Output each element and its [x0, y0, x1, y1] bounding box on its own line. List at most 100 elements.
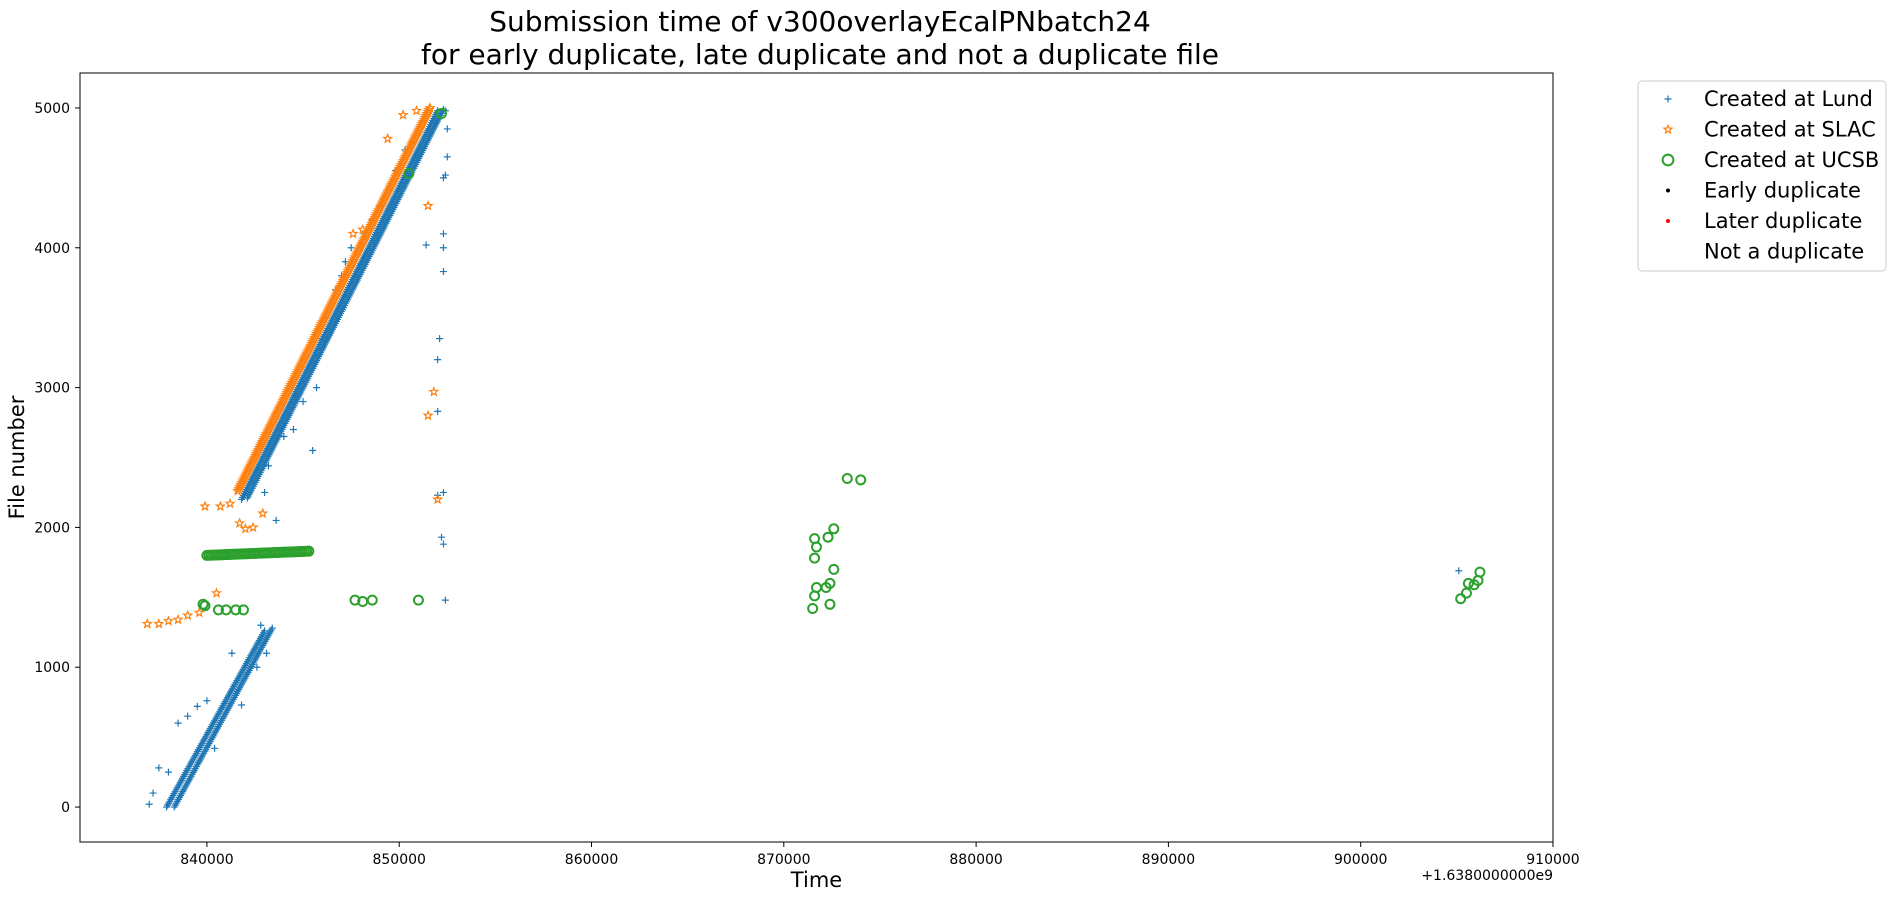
data-point-plus — [439, 268, 447, 276]
data-point-circle — [1455, 593, 1467, 605]
data-point-plus — [193, 702, 201, 710]
data-point-plus — [155, 764, 163, 772]
data-point-circle — [412, 594, 424, 606]
data-point-plus — [439, 488, 447, 496]
data-point-star — [193, 606, 205, 618]
data-point-star — [428, 385, 440, 397]
data-point-circle — [828, 523, 840, 535]
data-point-star — [410, 104, 423, 116]
data-point-star — [210, 587, 223, 598]
data-point-plus — [436, 335, 444, 343]
data-point-plus — [422, 241, 430, 249]
data-point-plus — [261, 627, 269, 635]
y-tick-label: 0 — [61, 800, 70, 816]
chart-subtitle: for early duplicate, late duplicate and … — [421, 38, 1219, 71]
data-point-plus — [347, 244, 355, 252]
data-point-plus — [313, 384, 321, 392]
data-point-plus — [149, 789, 157, 797]
data-point-plus — [289, 426, 297, 434]
data-point-star — [182, 609, 194, 621]
data-point-circle — [212, 604, 224, 616]
data-point-plus — [434, 407, 442, 415]
legend-label: Early duplicate — [1704, 179, 1861, 203]
data-point-circle — [828, 563, 840, 575]
data-point-plus — [263, 649, 271, 657]
data-point-plus — [441, 596, 449, 604]
data-point-plus — [272, 516, 280, 524]
data-point-circle — [403, 168, 415, 180]
data-point-star — [397, 108, 409, 120]
data-point-star — [224, 497, 236, 509]
data-point-star — [239, 522, 252, 534]
data-point-plus — [280, 433, 288, 441]
data-point-plus — [238, 701, 246, 709]
legend-item: Created at Lund — [1664, 87, 1873, 111]
data-point-circle — [199, 600, 211, 612]
data-point-star — [247, 521, 259, 533]
data-point-circle — [822, 531, 834, 543]
data-point-circle — [436, 108, 448, 120]
data-point-plus — [443, 153, 451, 161]
data-point-plus — [438, 533, 446, 541]
series-created-at-ucsb — [197, 108, 1486, 616]
data-point-star — [422, 409, 434, 421]
data-point-star — [1662, 123, 1674, 135]
y-tick-label: 3000 — [34, 381, 70, 397]
data-point-star — [347, 227, 359, 239]
data-point-circle — [303, 545, 315, 557]
data-point-circle — [809, 533, 821, 545]
data-point-plus — [318, 335, 326, 343]
x-tick-label: 850000 — [372, 852, 425, 868]
data-point-plus — [439, 244, 447, 252]
data-point-circle — [237, 604, 249, 616]
data-point-plus — [164, 768, 172, 776]
x-tick-label: 860000 — [565, 852, 618, 868]
data-point-plus — [174, 719, 182, 727]
data-point-plus — [264, 462, 272, 470]
legend-label: Later duplicate — [1704, 209, 1862, 233]
data-point-circle — [230, 604, 242, 616]
legend-item: Created at UCSB — [1661, 148, 1879, 172]
data-point-star — [382, 132, 394, 144]
x-tick-label: 880000 — [949, 852, 1002, 868]
data-point-star — [153, 618, 165, 629]
plot-frame — [79, 72, 1554, 843]
data-point-plus — [261, 488, 269, 496]
data-point-plus — [257, 621, 265, 629]
legend-label: Created at Lund — [1704, 87, 1873, 111]
chart-title: Submission time of v300overlayEcalPNbatc… — [489, 5, 1151, 38]
x-tick-label: 890000 — [1142, 852, 1195, 868]
data-point-plus — [309, 447, 317, 455]
data-point-star — [257, 507, 269, 519]
data-point-star — [162, 615, 175, 626]
data-point-star — [199, 500, 211, 512]
data-point-plus — [228, 649, 236, 657]
data-point-plus — [145, 800, 153, 808]
series-created-at-slac — [141, 102, 444, 629]
y-tick-label: 2000 — [34, 520, 70, 536]
data-point-circle — [349, 594, 361, 606]
x-tick-label: 910000 — [1526, 852, 1579, 868]
y-axis: 0 1000 2000 3000 4000 5000 — [34, 101, 80, 816]
data-point-dot — [1666, 188, 1670, 193]
x-tick-label: 840000 — [180, 852, 233, 868]
x-tick-label: 900000 — [1334, 852, 1387, 868]
legend-label: Created at UCSB — [1704, 148, 1879, 172]
legend: Created at Lund Created at SLAC Created at… — [1637, 80, 1887, 272]
data-point-circle — [1460, 587, 1472, 599]
data-point-circle — [1474, 566, 1486, 578]
data-point-plus — [441, 171, 449, 179]
data-point-star — [141, 618, 153, 629]
data-point-plus — [268, 624, 276, 632]
data-point-star — [233, 517, 246, 528]
legend-label: Not a duplicate — [1704, 240, 1864, 264]
data-point-star — [422, 199, 434, 211]
data-point-plus — [253, 663, 261, 671]
data-point-plus — [1664, 95, 1672, 103]
data-point-plus — [434, 356, 442, 364]
data-point-circle — [807, 603, 819, 615]
data-point-star — [214, 500, 227, 512]
data-point-circle — [811, 582, 822, 594]
data-point-dot — [1666, 219, 1670, 223]
x-tick-label: 870000 — [757, 852, 810, 868]
